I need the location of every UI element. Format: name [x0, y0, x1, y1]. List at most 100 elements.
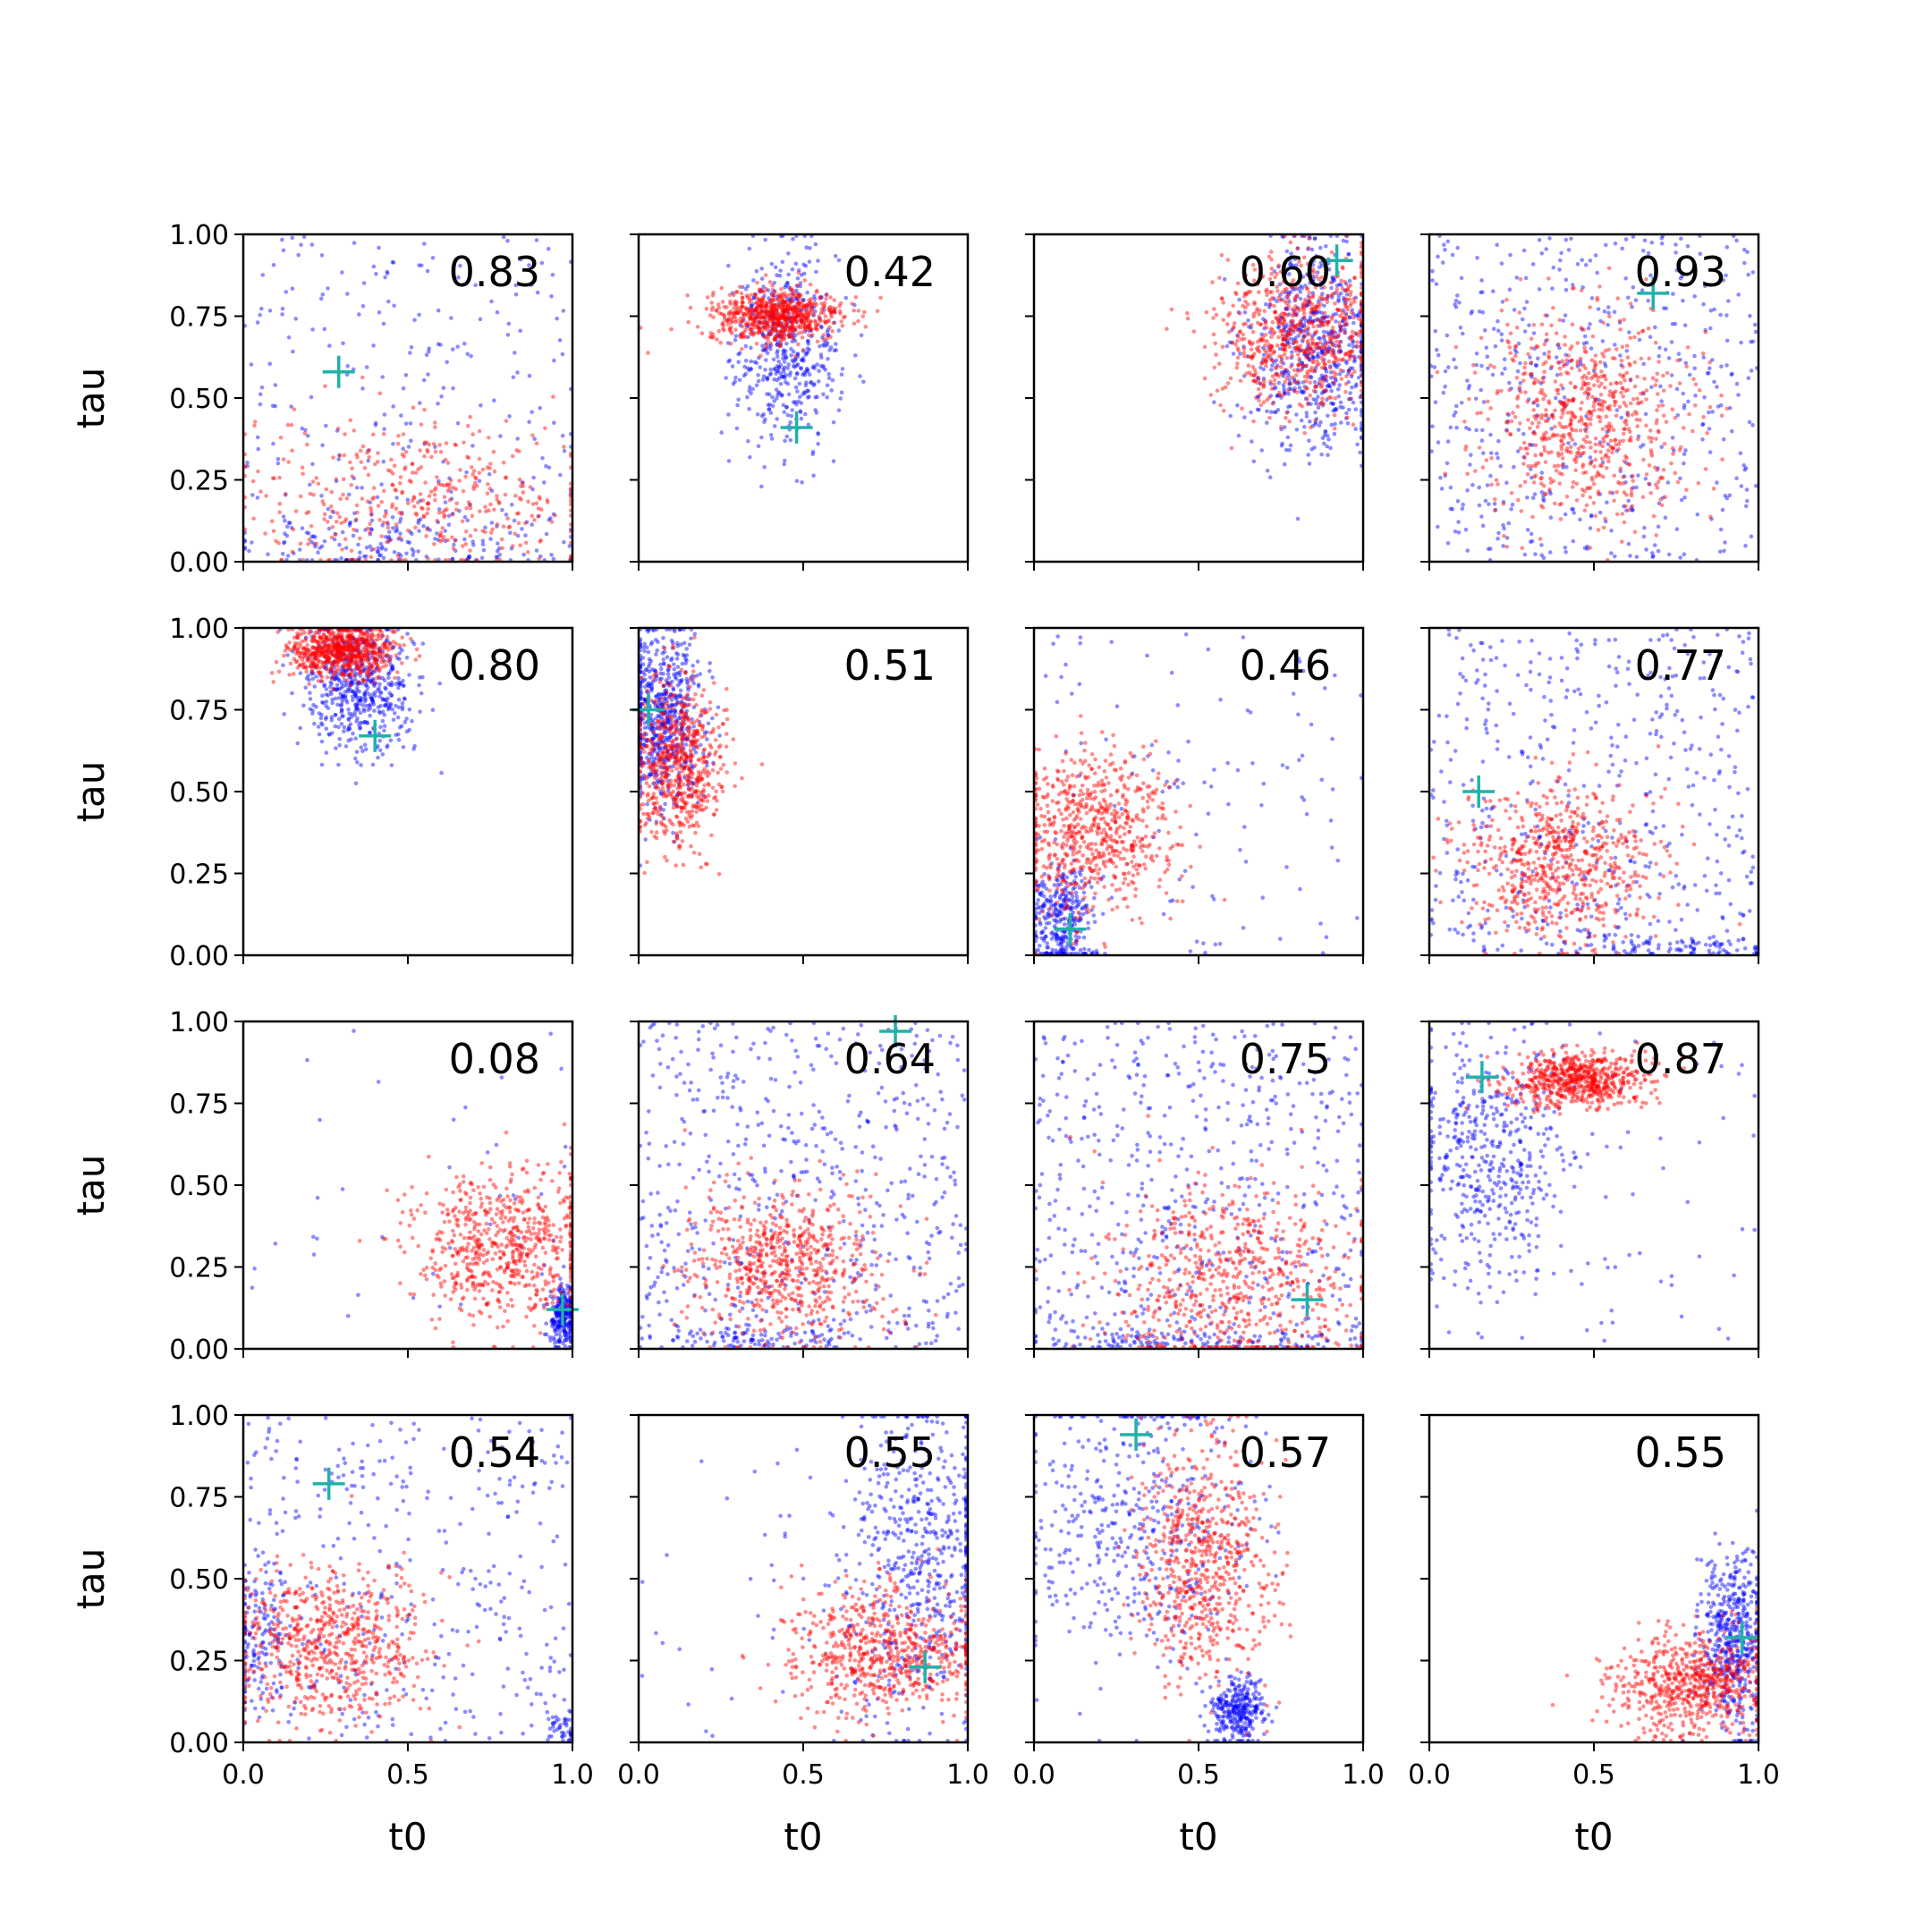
blue-series-point: [1597, 440, 1603, 445]
blue-series-point: [1261, 352, 1267, 358]
blue-series-point: [1265, 468, 1270, 473]
red-series-point: [1543, 460, 1548, 464]
blue-series-point: [397, 557, 402, 562]
red-series-point: [1570, 344, 1574, 349]
blue-series-point: [1322, 357, 1326, 362]
red-series-point: [1263, 333, 1268, 337]
blue-series-point: [758, 326, 763, 330]
blue-series-point: [1353, 295, 1359, 301]
red-series-point: [1322, 365, 1326, 370]
red-series-point: [1630, 504, 1635, 509]
red-series-point: [1276, 374, 1281, 378]
red-series-point: [1543, 419, 1548, 424]
blue-series-point: [1297, 359, 1302, 363]
red-series-point: [1486, 399, 1490, 404]
blue-series-point: [366, 630, 370, 634]
blue-series-point: [343, 657, 349, 661]
blue-series-point: [1657, 501, 1662, 506]
red-series-point: [750, 321, 756, 326]
blue-series-point: [479, 402, 483, 408]
red-series-point: [758, 316, 763, 320]
blue-series-point: [759, 331, 765, 336]
red-series-point: [1562, 425, 1566, 430]
red-series-point: [790, 299, 794, 304]
blue-series-point: [306, 531, 311, 536]
red-series-point: [709, 335, 714, 340]
blue-series-point: [764, 346, 768, 352]
red-series-point: [828, 309, 833, 314]
blue-series-point: [763, 319, 768, 325]
blue-series-point: [1729, 428, 1734, 434]
red-series-point: [777, 294, 782, 299]
blue-series-point: [387, 640, 393, 646]
blue-series-point: [1340, 318, 1345, 324]
blue-series-point: [1491, 289, 1496, 293]
red-series-point: [727, 292, 733, 298]
red-series-point: [740, 319, 745, 324]
blue-series-point: [1570, 507, 1574, 512]
blue-series-point: [550, 273, 555, 277]
blue-series-point: [309, 394, 314, 400]
red-series-point: [355, 510, 360, 515]
red-series-point: [343, 432, 347, 436]
blue-series-point: [1308, 318, 1313, 323]
red-series-point: [1533, 473, 1538, 478]
red-series-point: [413, 525, 418, 530]
red-series-point: [801, 348, 806, 352]
blue-series-point: [1504, 480, 1509, 485]
blue-series-point: [343, 683, 349, 688]
red-series-point: [1279, 360, 1284, 365]
blue-series-point: [1457, 301, 1462, 305]
red-series-point: [1300, 404, 1304, 409]
red-series-point: [551, 394, 555, 399]
blue-series-point: [1347, 278, 1352, 284]
red-series-point: [780, 302, 785, 308]
red-series-point: [790, 308, 795, 313]
blue-series-point: [304, 530, 309, 535]
red-series-point: [1235, 346, 1241, 351]
blue-series-point: [351, 652, 355, 657]
blue-series-point: [1301, 316, 1307, 320]
red-series-point: [1628, 429, 1632, 435]
red-series-point: [1580, 452, 1585, 456]
blue-series-point: [549, 294, 554, 299]
blue-series-point: [286, 335, 292, 340]
red-series-point: [781, 317, 786, 321]
blue-series-point: [1275, 299, 1279, 304]
red-series-point: [1305, 372, 1310, 377]
blue-series-point: [1317, 345, 1321, 351]
red-series-point: [384, 512, 389, 516]
red-series-point: [1343, 322, 1348, 327]
red-series-point: [1303, 334, 1308, 339]
blue-series-point: [1312, 332, 1318, 336]
red-series-point: [1317, 304, 1321, 309]
red-series-point: [808, 323, 812, 327]
red-series-point: [1472, 370, 1478, 376]
blue-series-point: [803, 264, 809, 268]
blue-series-point: [1656, 548, 1661, 554]
blue-series-point: [481, 547, 487, 553]
red-series-point: [1549, 323, 1554, 328]
red-series-point: [451, 486, 456, 490]
blue-series-point: [1295, 246, 1301, 250]
blue-series-point: [382, 724, 387, 728]
red-series-point: [803, 304, 809, 309]
red-series-point: [1568, 435, 1573, 439]
red-series-point: [838, 311, 843, 316]
blue-series: [1429, 234, 1758, 562]
blue-series-point: [402, 696, 407, 701]
red-series-point: [772, 303, 777, 309]
red-series-point: [1297, 356, 1301, 361]
red-series-point: [309, 523, 314, 529]
blue-series-point: [1272, 386, 1276, 391]
blue-series-point: [1749, 369, 1754, 373]
blue-series-point: [352, 640, 358, 646]
blue-series-point: [309, 672, 314, 676]
blue-series-point: [447, 476, 452, 480]
red-series-point: [731, 315, 736, 319]
red-series-point: [1321, 359, 1326, 364]
red-series-point: [1311, 267, 1316, 272]
red-series-point: [801, 303, 807, 309]
red-series-point: [436, 511, 442, 515]
red-series-point: [770, 303, 775, 308]
